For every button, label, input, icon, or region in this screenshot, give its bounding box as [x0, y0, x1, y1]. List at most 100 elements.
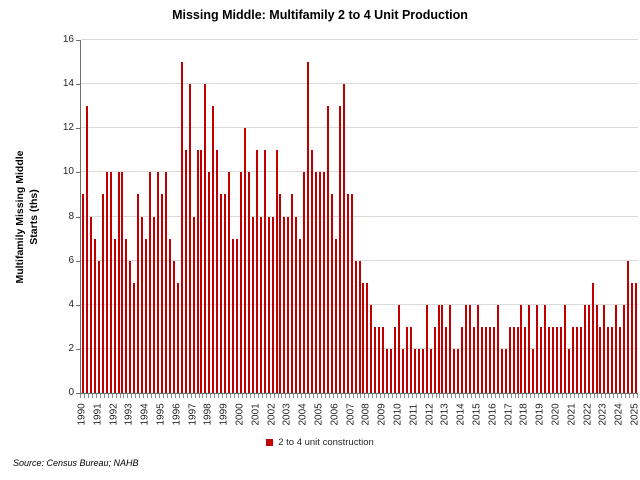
legend-label: 2 to 4 unit construction [278, 437, 374, 448]
x-tick [573, 394, 575, 398]
x-tick [356, 394, 358, 398]
bar [263, 150, 266, 393]
bar [457, 348, 460, 393]
x-tick [281, 394, 283, 398]
x-tick [305, 394, 307, 398]
x-tick [597, 394, 599, 398]
y-tick [76, 348, 80, 350]
bar [299, 238, 302, 393]
y-axis-title: Multifamily Missing Middle Starts (ths) [13, 132, 43, 302]
x-tick [155, 394, 157, 398]
bar [322, 172, 325, 393]
bar [417, 348, 420, 393]
legend: 2 to 4 unit construction [0, 437, 640, 448]
bar [307, 62, 310, 393]
bar [635, 282, 638, 393]
x-tick-label: 2022 [582, 403, 594, 426]
bar [168, 238, 171, 393]
x-tick [317, 394, 319, 398]
bar [421, 348, 424, 393]
x-tick [526, 394, 528, 398]
bar [188, 84, 191, 393]
bar [429, 348, 432, 393]
x-tick [494, 394, 496, 398]
bar [243, 128, 246, 393]
x-tick [222, 394, 224, 398]
x-tick [249, 394, 251, 398]
bar [520, 304, 523, 393]
x-tick-label: 2001 [250, 403, 262, 426]
bar [615, 304, 618, 393]
x-tick [482, 394, 484, 398]
x-tick [99, 394, 101, 398]
x-tick-label: 2003 [281, 403, 293, 426]
bar [587, 304, 590, 393]
gridline [81, 215, 638, 217]
bar [611, 326, 614, 393]
x-tick [435, 394, 437, 398]
bar [445, 326, 448, 393]
bar [401, 348, 404, 393]
x-tick-label: 2020 [550, 403, 562, 426]
x-tick-label: 2012 [424, 403, 436, 426]
y-tick [76, 84, 80, 86]
x-tick-label: 2006 [329, 403, 341, 426]
bar [559, 326, 562, 393]
bar [303, 172, 306, 393]
x-tick [605, 394, 607, 398]
bar [346, 194, 349, 393]
x-tick [301, 394, 303, 398]
bar [619, 326, 622, 393]
bar [228, 172, 231, 393]
bar [153, 216, 156, 393]
bar [251, 216, 254, 393]
x-tick [498, 394, 500, 398]
bar [528, 304, 531, 393]
x-tick [340, 394, 342, 398]
bar [524, 326, 527, 393]
x-tick [206, 394, 208, 398]
bar [484, 326, 487, 393]
x-tick-label: 1991 [92, 403, 104, 426]
x-tick [348, 394, 350, 398]
x-tick-label: 1990 [76, 403, 88, 426]
x-tick [127, 394, 129, 398]
x-tick [392, 394, 394, 398]
source-note: Source: Census Bureau; NAHB [13, 458, 139, 468]
x-tick-label: 1994 [139, 403, 151, 426]
bar [255, 150, 258, 393]
x-tick [135, 394, 137, 398]
bar [196, 150, 199, 393]
bar [469, 304, 472, 393]
bar [595, 304, 598, 393]
x-tick [439, 394, 441, 398]
x-tick [313, 394, 315, 398]
x-tick [202, 394, 204, 398]
y-tick [76, 260, 80, 262]
x-tick [344, 394, 346, 398]
bar [192, 216, 195, 393]
x-tick [273, 394, 275, 398]
bar [599, 326, 602, 393]
x-tick [407, 394, 409, 398]
x-tick [190, 394, 192, 398]
x-tick [285, 394, 287, 398]
x-tick [293, 394, 295, 398]
x-tick [534, 394, 536, 398]
x-tick-label: 2008 [360, 403, 372, 426]
x-tick [613, 394, 615, 398]
bar [338, 106, 341, 393]
x-tick [384, 394, 386, 398]
x-tick-label: 2009 [376, 403, 388, 426]
x-tick-label: 2023 [597, 403, 609, 426]
x-tick [475, 394, 477, 398]
bar [259, 216, 262, 393]
bar [465, 304, 468, 393]
y-tick-label: 8 [68, 210, 74, 222]
bar [374, 326, 377, 393]
bar [97, 260, 100, 393]
bar [81, 194, 84, 393]
bar [362, 282, 365, 393]
x-tick-label: 2017 [503, 403, 515, 426]
x-tick [159, 394, 160, 398]
